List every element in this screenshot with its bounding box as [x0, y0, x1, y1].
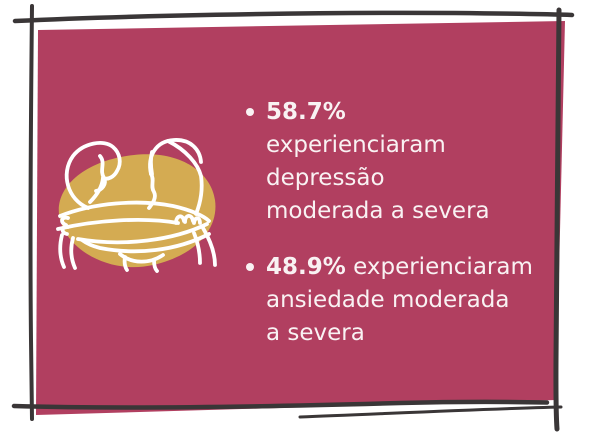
- stat-percent: 48.9%: [266, 254, 346, 280]
- stat-percent-line: 58.7%: [266, 96, 546, 129]
- stat-line: ansiedade moderada: [266, 287, 510, 313]
- stats-list: 58.7% experienciaram depressão moderada …: [246, 96, 546, 350]
- bullet-dot: [246, 108, 254, 116]
- stat-item-anxiety: 48.9% experienciaram ansiedade moderada …: [246, 251, 546, 350]
- card-shape: [36, 21, 565, 415]
- people-outline: [56, 138, 217, 273]
- stat-percent-line: 48.9% experienciaram: [266, 251, 546, 284]
- stat-line: experienciaram: [266, 132, 446, 158]
- stat-line: a severa: [266, 320, 365, 346]
- bullet-dot: [246, 263, 254, 271]
- stat-percent: 58.7%: [266, 99, 346, 125]
- stat-line: moderada a severa: [266, 198, 490, 224]
- blob-shape: [58, 154, 216, 268]
- two-people-hugging-illustration: [48, 128, 238, 293]
- stat-item-depression: 58.7% experienciaram depressão moderada …: [246, 96, 546, 228]
- stat-line: experienciaram: [353, 254, 533, 280]
- stat-line: depressão: [266, 165, 385, 191]
